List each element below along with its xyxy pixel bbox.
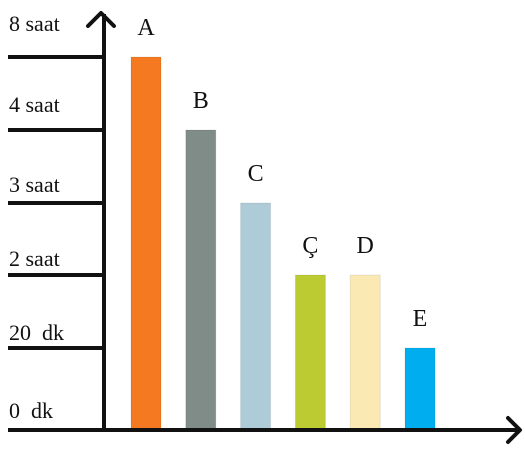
bar-5: [349, 274, 381, 431]
bar-6: [404, 347, 436, 431]
y-tick-label-5: 8 saat: [9, 11, 60, 36]
x-axis-arrow: [506, 416, 522, 444]
y-tick-label-3: 3 saat: [9, 172, 60, 197]
bar-label-4: Ç: [302, 233, 318, 259]
bar-label-5: D: [357, 233, 374, 259]
y-tick-label-4: 4 saat: [9, 92, 60, 117]
bar-label-3: C: [248, 161, 264, 187]
bar-2: [185, 129, 217, 431]
y-tick-label-0: 0 dk: [9, 398, 53, 423]
bar-labels: A B C Ç D E: [137, 15, 427, 332]
bar-label-2: B: [193, 88, 209, 114]
bar-3: [240, 202, 272, 431]
y-axis-ticks: 0 dk 20 dk 2 saat 3 saat 4 saat 8 saat: [8, 11, 104, 423]
bar-label-1: A: [137, 15, 155, 41]
bar-label-6: E: [413, 306, 428, 332]
axes: [8, 11, 522, 444]
y-axis-arrow: [86, 11, 116, 28]
bars: [130, 56, 436, 431]
bar-1: [130, 56, 162, 431]
bar-4: [294, 274, 326, 431]
y-tick-label-1: 20 dk: [9, 320, 64, 345]
y-tick-label-2: 2 saat: [9, 246, 60, 271]
